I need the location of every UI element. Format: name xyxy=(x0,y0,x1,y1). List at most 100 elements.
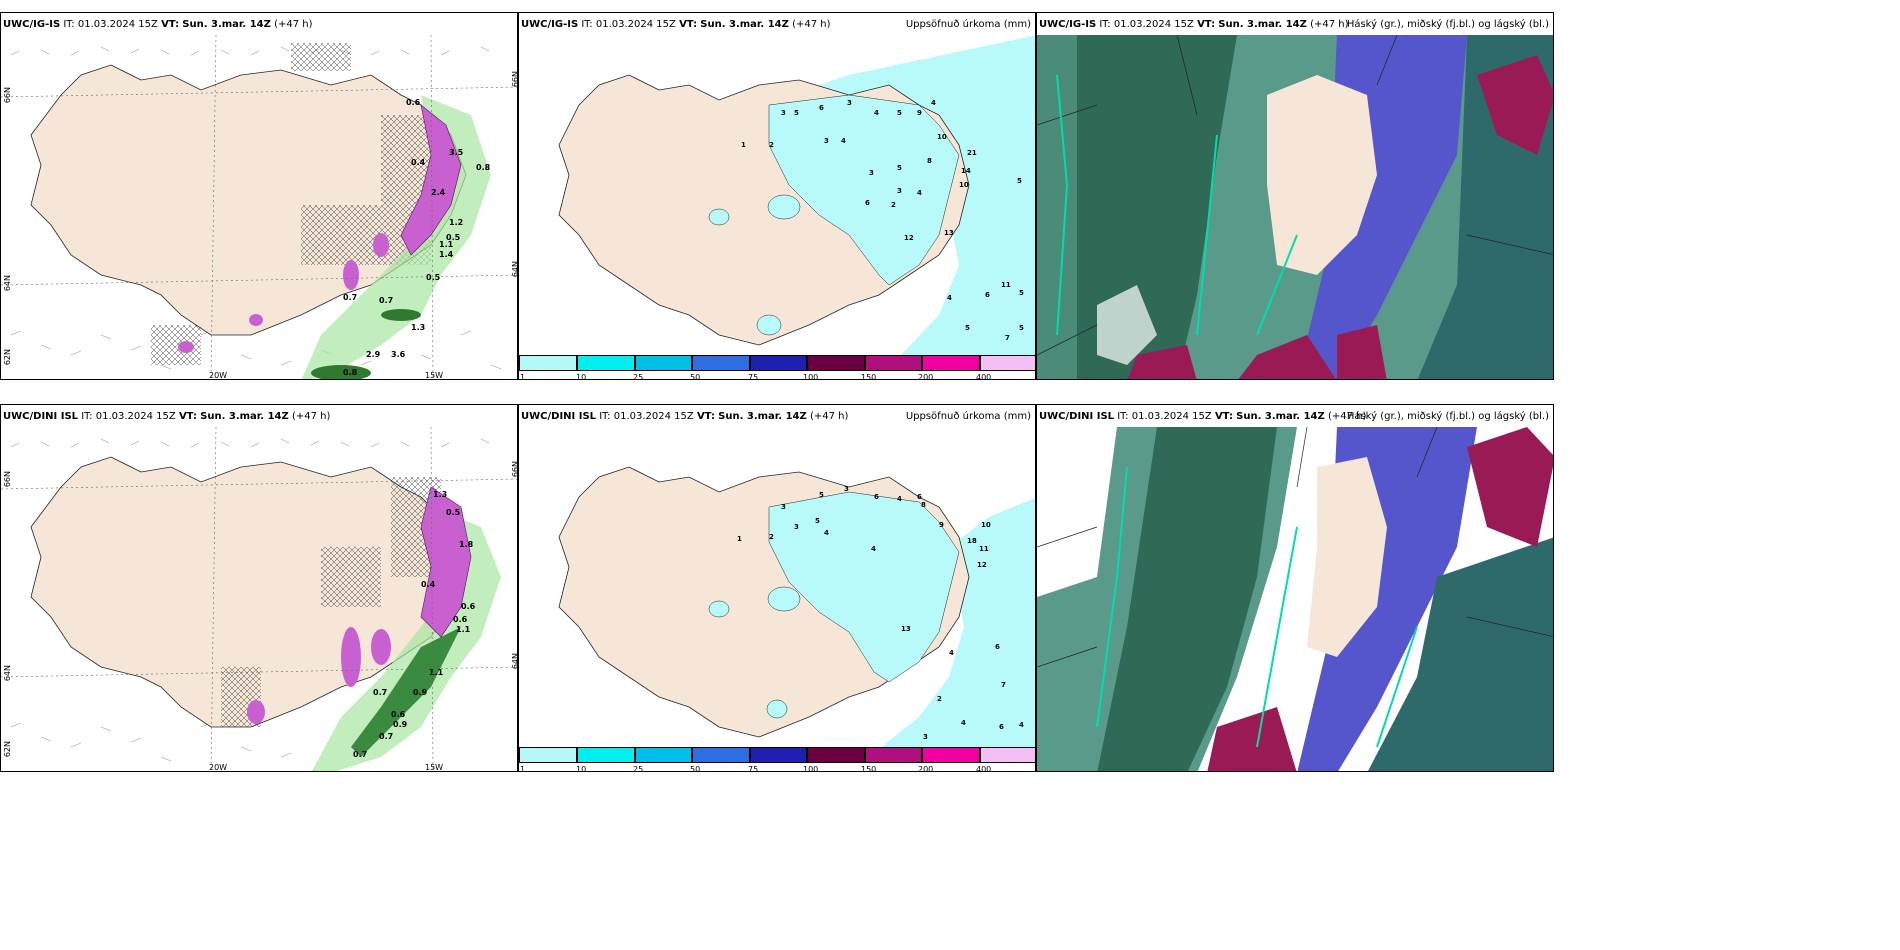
precip-number: 5 xyxy=(897,109,902,117)
lat-label: 64N xyxy=(511,261,518,278)
precip-number: 14 xyxy=(961,167,971,175)
precip-number: 11 xyxy=(1001,281,1011,289)
lat-label: 62N xyxy=(3,741,12,758)
legend-box xyxy=(750,355,807,371)
precip-number: 5 xyxy=(819,491,824,499)
legend-box xyxy=(692,355,750,371)
precip-number: 5 xyxy=(965,324,970,332)
panel-title: UWC/DINI ISL IT: 01.03.2024 15Z VT: Sun.… xyxy=(1039,411,1367,422)
precip-title: Uppsöfnuð úrkoma (mm) xyxy=(905,411,1031,422)
snow-label: 0.7 xyxy=(343,293,357,302)
legend-box xyxy=(635,747,692,763)
snow-label: 0.5 xyxy=(426,273,441,282)
precip-legend: 1 10 25 50 75 100 150 200 400 xyxy=(519,747,1035,772)
legend-tick: 1 xyxy=(520,373,526,380)
panel-title: UWC/IG-IS IT: 01.03.2024 15Z VT: Sun. 3.… xyxy=(1039,19,1349,30)
snow-label: 1.3 xyxy=(433,490,447,499)
legend-box xyxy=(865,747,922,763)
legend-box xyxy=(635,355,692,371)
snow-label: 0.5 xyxy=(446,508,461,517)
legend-box xyxy=(980,355,1035,371)
precip-number: 3 xyxy=(847,99,852,107)
cloud-title: Háský (gr.), miðský (fj.bl.) og lágský (… xyxy=(1346,411,1549,422)
precip-number: 2 xyxy=(769,141,774,149)
legend-box xyxy=(577,747,635,763)
snow-label: 0.6 xyxy=(391,710,406,719)
legend-tick: 25 xyxy=(633,765,644,772)
precip-number: 6 xyxy=(874,493,879,501)
legend-box xyxy=(519,747,577,763)
precip-number: 6 xyxy=(985,291,990,299)
lat-label: 64N xyxy=(3,665,12,682)
precip-number: 2 xyxy=(891,201,896,209)
wind-snow-panel-top: UWC/IG-IS IT: 01.03.2024 15Z VT: Sun. 3.… xyxy=(0,12,518,380)
legend-tick: 50 xyxy=(690,765,701,772)
wind-snow-panel-bottom: UWC/DINI ISL IT: 01.03.2024 15Z VT: Sun.… xyxy=(0,404,518,772)
precip-number: 12 xyxy=(977,561,987,569)
legend-tick: 10 xyxy=(576,765,587,772)
precip-number: 7 xyxy=(1001,681,1006,689)
snow-label: 3.5 xyxy=(449,148,464,157)
precip-number: 4 xyxy=(961,719,966,727)
legend-box xyxy=(807,355,865,371)
precip-number: 4 xyxy=(949,649,954,657)
wind-snow-map: 1.3 0.5 0.4 1.1 0.6 0.6 1.8 0.7 0.9 0.6 … xyxy=(1,427,517,771)
legend-tick: 75 xyxy=(748,373,759,380)
precip-number: 4 xyxy=(871,545,876,553)
precip-map: 1 3 5 6 3 4 5 4 2 3 4 5 3 3 2 9 10 21 14… xyxy=(558,35,1035,357)
precip-number: 8 xyxy=(921,501,926,509)
snow-label: 0.6 xyxy=(453,615,468,624)
precip-number: 6 xyxy=(917,493,922,501)
snow-label: 0.8 xyxy=(476,163,491,172)
panel-title: UWC/IG-IS IT: 01.03.2024 15Z VT: Sun. 3.… xyxy=(3,19,313,30)
legend-box xyxy=(980,747,1035,763)
legend-box xyxy=(750,747,807,763)
lat-label: 66N xyxy=(511,71,518,88)
precip-map: 1 3 5 6 3 4 5 4 2 3 4 6 8 9 10 18 11 12 … xyxy=(558,466,1035,749)
lat-label: 64N xyxy=(3,275,12,292)
legend-box xyxy=(692,747,750,763)
precip-number: 3 xyxy=(897,187,902,195)
precip-number: 4 xyxy=(824,529,829,537)
snow-label: 2.4 xyxy=(431,188,446,197)
lon-label: 15W xyxy=(425,371,444,380)
precip-number: 1 xyxy=(741,141,746,149)
precip-number: 3 xyxy=(794,523,799,531)
snow-label: 2.9 xyxy=(366,350,381,359)
precip-number: 2 xyxy=(937,695,942,703)
precip-number: 3 xyxy=(781,109,786,117)
legend-tick: 100 xyxy=(803,765,819,772)
legend-tick: 400 xyxy=(976,373,992,380)
snow-label: 0.7 xyxy=(373,688,387,697)
snow-area xyxy=(400,104,462,256)
precip-number: 6 xyxy=(999,723,1004,731)
panel-title: UWC/IG-IS IT: 01.03.2024 15Z VT: Sun. 3.… xyxy=(521,19,831,30)
precip-number: 10 xyxy=(981,521,991,529)
precip-number: 4 xyxy=(1019,721,1024,729)
snow-label: 0.6 xyxy=(406,98,421,107)
cloud-panel-bottom: UWC/DINI ISL IT: 01.03.2024 15Z VT: Sun.… xyxy=(1036,404,1554,772)
snow-label: 0.7 xyxy=(353,750,367,759)
precip-number: 7 xyxy=(1005,334,1010,342)
precip-number: 6 xyxy=(865,199,870,207)
precip-number: 4 xyxy=(897,495,902,503)
legend-tick: 75 xyxy=(748,765,759,772)
precip-number: 9 xyxy=(939,521,944,529)
precip-number: 4 xyxy=(931,99,936,107)
lon-label: 15W xyxy=(425,763,444,772)
precip-number: 4 xyxy=(841,137,846,145)
snow-label: 1.1 xyxy=(456,625,471,634)
precip-number: 2 xyxy=(769,533,774,541)
snow-label: 0.4 xyxy=(421,580,436,589)
lat-label: 66N xyxy=(3,471,12,488)
legend-tick: 1 xyxy=(520,765,526,772)
snow-label: 0.9 xyxy=(393,720,408,729)
snow-label: 0.8 xyxy=(343,368,358,377)
legend-tick: 200 xyxy=(918,765,934,772)
precip-number: 10 xyxy=(937,133,947,141)
precip-number: 11 xyxy=(979,545,989,553)
snow-label: 3.6 xyxy=(391,350,406,359)
precip-number: 5 xyxy=(815,517,820,525)
legend-box xyxy=(865,355,922,371)
precip-panel-bottom: UWC/DINI ISL IT: 01.03.2024 15Z VT: Sun.… xyxy=(518,404,1036,772)
